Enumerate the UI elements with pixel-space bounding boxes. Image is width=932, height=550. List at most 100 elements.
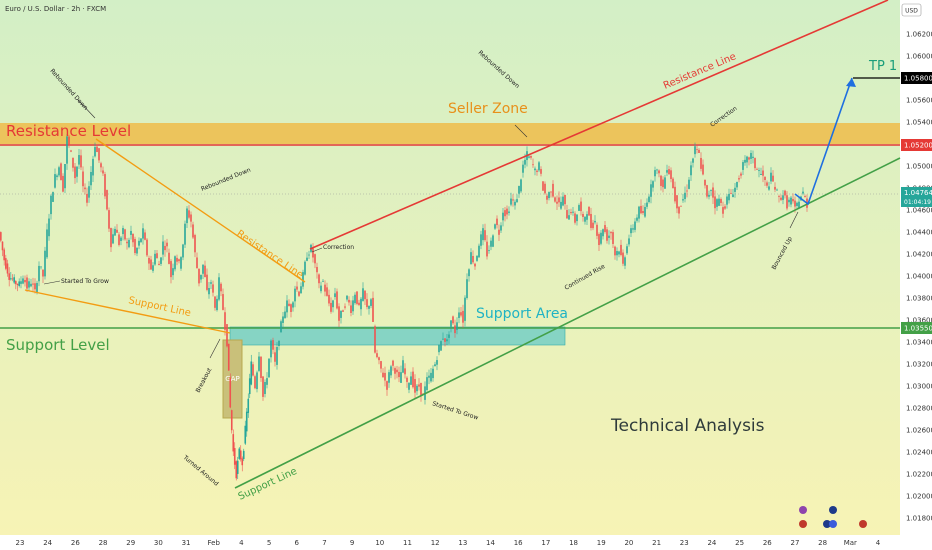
candle-body [22,278,24,284]
candle-body [760,173,762,175]
tp-price-badge [901,72,932,84]
candle-body [404,368,406,375]
symbol-title: Euro / U.S. Dollar · 2h · FXCM [5,5,106,13]
candle-body [720,199,722,203]
price-tick-label: 1.06200 [906,31,932,39]
candle-body [650,184,652,197]
candle-body [384,372,386,381]
candle-body [520,179,522,192]
candles [0,134,808,481]
candle-body [634,221,636,230]
currency-button[interactable] [901,3,922,17]
candle-body [622,252,624,264]
candle-body [210,282,212,284]
candle-body [784,190,786,196]
candle-body [152,265,154,271]
time-tick-label: 24 [43,539,52,547]
event-icon[interactable] [799,506,807,514]
candle-body [42,269,44,277]
time-tick-label: 26 [71,539,80,547]
candle-body [450,320,452,327]
candle-body [326,287,328,296]
candle-body [18,281,20,286]
time-tick-label: 23 [680,539,689,547]
candle-body [166,242,168,247]
candle-body [710,190,712,192]
candle-body [430,372,432,382]
flag-icon[interactable] [823,520,831,528]
candle-body [134,238,136,254]
plot-background [0,0,900,535]
price-tick-label: 1.02800 [906,405,932,413]
candle-body [514,201,516,206]
candle-body [26,277,28,289]
candle-body [492,235,494,247]
candle-body [416,385,418,392]
candle-body [96,146,98,153]
annotation-correction-1: Correction [323,244,354,251]
candle-body [732,194,734,198]
candle-body [642,211,644,214]
flag-icon[interactable] [799,520,807,528]
candle-body [136,247,138,254]
candle-body [82,171,84,187]
candle-body [284,311,286,319]
candle-body [106,190,108,210]
price-tick-label: 1.03000 [906,383,932,391]
candle-body [680,205,682,207]
candle-body [354,294,356,304]
candle-body [448,334,450,338]
candle-body [154,253,156,265]
candle-body [308,254,310,256]
candle-body [706,185,708,197]
candle-body [188,210,190,218]
candle-body [602,229,604,237]
resistance-price-label: 1.05200 [904,142,932,150]
tp-label: TP 1 [868,59,897,74]
price-tick-label: 1.05600 [906,97,932,105]
event-icon[interactable] [829,506,837,514]
resistance-price-badge [901,139,932,151]
flag-icon[interactable] [829,520,837,528]
candle-body [212,284,214,293]
candle-body [238,448,241,459]
candle-body [478,245,480,258]
candle-body [158,263,160,266]
candle-body [758,170,760,172]
price-tick-label: 1.02200 [906,471,932,479]
candle-body [208,288,210,295]
candle-body [10,278,12,280]
candle-body [558,197,560,203]
candle-body [15,281,17,285]
candle-body [654,170,656,177]
candle-body [168,252,170,264]
candle-body [20,281,22,284]
candle-body [462,310,464,323]
candle-body [46,229,48,258]
time-tick-label: 17 [541,539,550,547]
candle-body [600,232,602,244]
candle-body [312,248,314,258]
candle-body [646,202,648,207]
flag-icon[interactable] [859,520,867,528]
candle-body [264,382,266,395]
candle-body [586,214,588,220]
candle-body [92,158,94,176]
candle-body [734,187,736,192]
candle-body [474,263,476,267]
candle-body [592,222,594,229]
candle-body [28,281,30,288]
candle-body [496,218,498,226]
candle-body [780,197,782,200]
candle-body [438,344,440,353]
candle-body [302,272,304,287]
candle-body [232,434,235,452]
candle-body [594,220,596,223]
candle-body [544,183,546,194]
candle-body [226,324,228,347]
candle-body [272,340,274,350]
candle-body [138,240,140,246]
seller-zone-label: Seller Zone [448,101,528,117]
candle-body [726,196,728,205]
